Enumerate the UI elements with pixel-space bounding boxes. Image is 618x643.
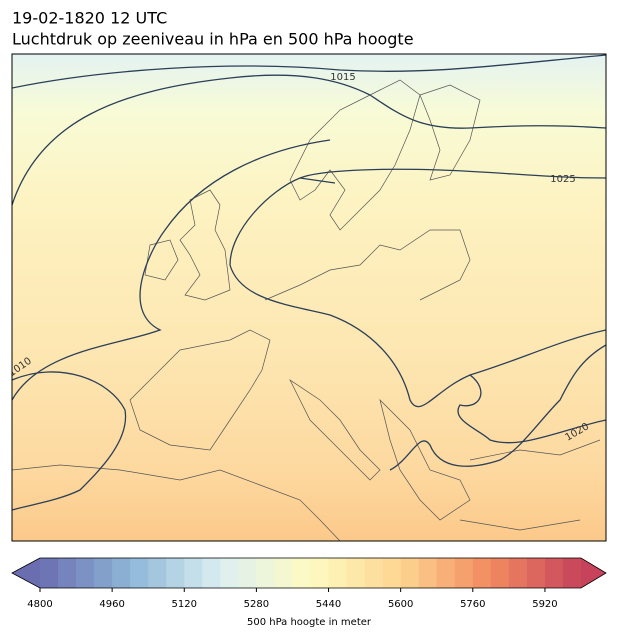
colorbar-tick-label: 5440 xyxy=(316,599,341,610)
isobars xyxy=(12,54,606,511)
colorbar-segment xyxy=(76,558,95,588)
colorbar-segment xyxy=(148,558,167,588)
contour-label: 1025 xyxy=(550,174,575,185)
colorbar-segment xyxy=(400,558,420,588)
colorbar-segment xyxy=(94,558,113,588)
colorbar-extend-high xyxy=(581,558,606,588)
colorbar-tick-label: 5280 xyxy=(244,599,269,610)
colorbar-label: 500 hPa hoogte in meter xyxy=(247,617,372,628)
title: 19-02-1820 12 UTC xyxy=(12,9,167,28)
colorbar-segment xyxy=(58,558,77,588)
colorbar-tick-label: 4960 xyxy=(99,599,124,610)
colorbar-outline xyxy=(11,557,607,589)
map-frame xyxy=(11,53,607,542)
colorbar-segment xyxy=(508,558,528,588)
colorbar-tick-label: 4800 xyxy=(27,599,52,610)
colorbar-segment xyxy=(472,558,492,588)
colorbar-segment xyxy=(562,558,582,588)
colorbar-segment xyxy=(238,558,257,588)
map-background xyxy=(12,54,606,541)
colorbar-segment xyxy=(526,558,546,588)
colorbar-segment xyxy=(310,558,330,588)
colorbar-segment xyxy=(130,558,149,588)
colorbar-segment xyxy=(220,558,239,588)
colorbar-tick-label: 5760 xyxy=(460,599,485,610)
colorbar: 4800 4960 5120 5280 5440 5600 5760 5920 xyxy=(11,557,607,610)
colorbar-segment xyxy=(544,558,564,588)
colorbar-tick-label: 5920 xyxy=(532,599,557,610)
colorbar-segment xyxy=(184,558,203,588)
colorbar-segment xyxy=(274,558,293,588)
colorbar-segment xyxy=(436,558,456,588)
colorbar-segment xyxy=(328,558,348,588)
contour-label: 1015 xyxy=(330,72,355,83)
colorbar-segment xyxy=(382,558,402,588)
coastlines xyxy=(12,79,601,541)
colorbar-segment xyxy=(40,558,59,588)
colorbar-segment xyxy=(364,558,384,588)
colorbar-segment xyxy=(202,558,221,588)
colorbar-segment xyxy=(256,558,275,588)
colorbar-segment xyxy=(490,558,510,588)
colorbar-segment xyxy=(454,558,474,588)
map: 1015 1025 1010 1020 xyxy=(12,54,606,541)
colorbar-segment xyxy=(346,558,366,588)
colorbar-tick-label: 5120 xyxy=(172,599,197,610)
colorbar-extend-low xyxy=(12,558,40,588)
colorbar-segment xyxy=(166,558,185,588)
colorbar-segment xyxy=(292,558,311,588)
colorbar-segment xyxy=(418,558,438,588)
colorbar-segment xyxy=(112,558,131,588)
colorbar-tick-label: 5600 xyxy=(388,599,413,610)
subtitle: Luchtdruk op zeeniveau in hPa en 500 hPa… xyxy=(12,30,414,49)
